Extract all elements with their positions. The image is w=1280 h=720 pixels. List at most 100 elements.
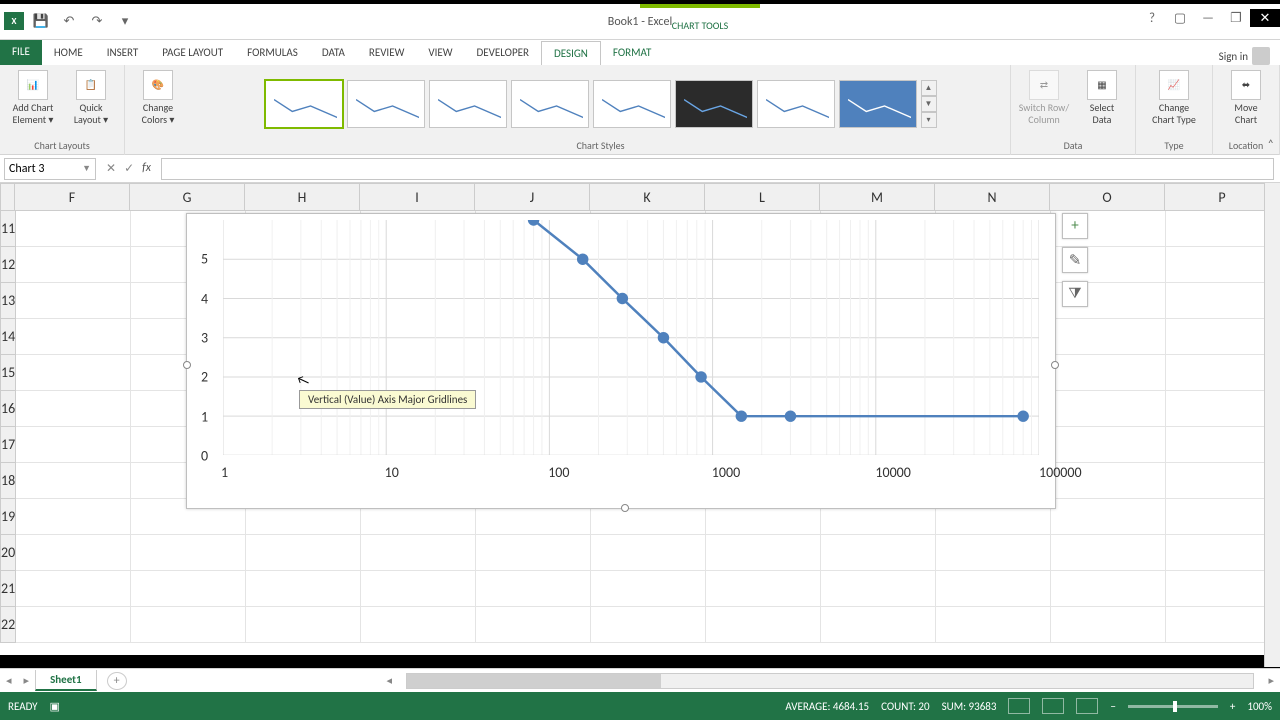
sheet-nav-next-icon[interactable]: ▸ [18,674,36,687]
enter-formula-icon[interactable]: ✓ [124,161,134,176]
cell[interactable] [1166,211,1280,247]
select-all-corner[interactable] [0,183,15,211]
tab-home[interactable]: HOME [42,41,95,65]
row-header[interactable]: 16 [0,391,16,427]
collapse-ribbon-icon[interactable]: ˄ [1268,138,1274,152]
cell[interactable] [591,607,706,643]
cell[interactable] [1166,607,1280,643]
cell[interactable] [1051,319,1166,355]
qat-customize-icon[interactable]: ▾ [114,10,136,32]
add-sheet-button[interactable]: + [107,672,127,690]
cell[interactable] [1166,355,1280,391]
cell[interactable] [246,571,361,607]
tab-review[interactable]: REVIEW [357,41,417,65]
cell[interactable] [131,535,246,571]
cell[interactable] [1166,283,1280,319]
resize-handle[interactable] [183,361,191,369]
cell[interactable] [706,571,821,607]
cell[interactable] [246,607,361,643]
cell[interactable] [361,571,476,607]
chart-style-8[interactable] [839,80,917,128]
tab-design[interactable]: DESIGN [541,41,601,65]
cell[interactable] [1166,463,1280,499]
tab-format[interactable]: FORMAT [601,41,663,65]
cell[interactable] [16,607,131,643]
cell[interactable] [1166,391,1280,427]
row-header[interactable]: 22 [0,607,16,643]
cell[interactable] [16,427,131,463]
cell[interactable] [476,607,591,643]
zoom-out-icon[interactable]: − [1110,700,1115,713]
cell[interactable] [1166,427,1280,463]
cell[interactable] [476,571,591,607]
minimize-icon[interactable]: — [1194,9,1222,27]
column-header[interactable]: N [935,183,1050,211]
cell[interactable] [361,607,476,643]
row-header[interactable]: 17 [0,427,16,463]
hscroll-left-icon[interactable]: ◂ [381,674,399,687]
help-icon[interactable]: ? [1138,9,1166,27]
change-colors-button[interactable]: 🎨 Change Colors ▾ [131,68,185,126]
cell[interactable] [1051,607,1166,643]
cell[interactable] [476,535,591,571]
tab-formulas[interactable]: FORMULAS [235,41,310,65]
move-chart-button[interactable]: ⬌ Move Chart [1219,68,1273,126]
cell[interactable] [1166,319,1280,355]
column-header[interactable]: K [590,183,705,211]
sheet-tab[interactable]: Sheet1 [35,670,97,691]
tab-data[interactable]: DATA [310,41,357,65]
chart-style-5[interactable] [593,80,671,128]
cell[interactable] [16,283,131,319]
row-header[interactable]: 15 [0,355,16,391]
horizontal-scrollbar[interactable] [406,673,1254,689]
formula-input[interactable] [161,158,1274,180]
name-box-dropdown-icon[interactable]: ▼ [82,163,91,174]
row-header[interactable]: 21 [0,571,16,607]
column-header[interactable]: P [1165,183,1280,211]
cancel-formula-icon[interactable]: ✕ [106,161,116,176]
quick-layout-button[interactable]: 📋 Quick Layout ▾ [64,68,118,126]
redo-icon[interactable]: ↷ [86,10,108,32]
name-box[interactable]: Chart 3 ▼ [4,158,96,180]
cell[interactable] [1051,571,1166,607]
cell[interactable] [936,607,1051,643]
cell[interactable] [1166,499,1280,535]
row-header[interactable]: 14 [0,319,16,355]
sheet-nav-prev-icon[interactable]: ◂ [0,674,18,687]
cell[interactable] [936,571,1051,607]
restore-icon[interactable]: ❐ [1222,9,1250,27]
column-header[interactable]: I [360,183,475,211]
chart-style-6[interactable] [675,80,753,128]
row-header[interactable]: 13 [0,283,16,319]
close-icon[interactable]: ✕ [1250,9,1280,27]
row-header[interactable]: 11 [0,211,16,247]
cell[interactable] [1166,247,1280,283]
cell[interactable] [1166,571,1280,607]
cell[interactable] [16,571,131,607]
cell[interactable] [821,607,936,643]
chart-style-7[interactable] [757,80,835,128]
tab-page-layout[interactable]: PAGE LAYOUT [150,41,235,65]
resize-handle[interactable] [621,504,629,512]
cell[interactable] [1051,535,1166,571]
cell[interactable] [1051,355,1166,391]
chart-elements-button[interactable]: + [1062,213,1088,239]
zoom-in-icon[interactable]: + [1230,700,1235,713]
cell[interactable] [16,391,131,427]
cell[interactable] [1051,499,1166,535]
column-header[interactable]: L [705,183,820,211]
column-header[interactable]: O [1050,183,1165,211]
column-header[interactable]: G [130,183,245,211]
cell[interactable] [16,319,131,355]
chart-style-2[interactable] [347,80,425,128]
row-header[interactable]: 12 [0,247,16,283]
cell[interactable] [131,571,246,607]
cell[interactable] [1166,535,1280,571]
row-header[interactable]: 19 [0,499,16,535]
view-normal-icon[interactable] [1008,698,1030,714]
chart-style-1[interactable] [265,80,343,128]
cell[interactable] [16,535,131,571]
cell[interactable] [706,607,821,643]
cell[interactable] [361,535,476,571]
save-icon[interactable]: 💾 [30,10,52,32]
